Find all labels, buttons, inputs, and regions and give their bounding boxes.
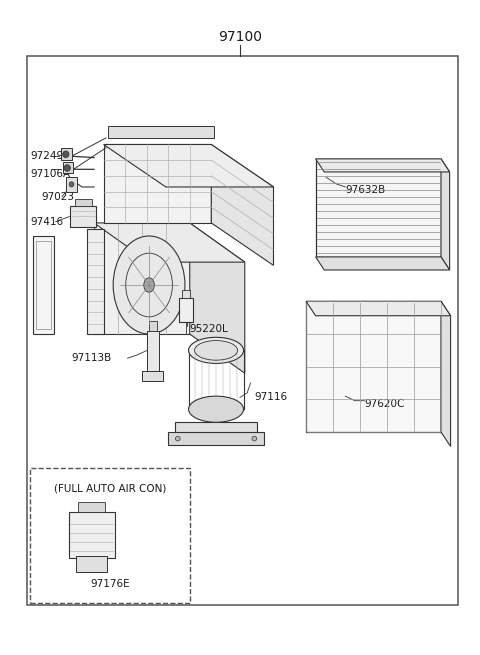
Text: 97416: 97416 bbox=[30, 217, 63, 227]
Polygon shape bbox=[211, 145, 274, 265]
Ellipse shape bbox=[175, 436, 180, 441]
Polygon shape bbox=[143, 371, 163, 381]
Bar bbox=[27, 56, 458, 605]
Polygon shape bbox=[61, 149, 72, 160]
Polygon shape bbox=[306, 301, 441, 432]
Ellipse shape bbox=[113, 236, 185, 334]
Ellipse shape bbox=[194, 341, 238, 360]
Polygon shape bbox=[147, 331, 158, 373]
Polygon shape bbox=[179, 298, 193, 322]
Text: 97116: 97116 bbox=[254, 392, 288, 402]
Ellipse shape bbox=[189, 396, 243, 422]
Ellipse shape bbox=[189, 337, 243, 364]
Polygon shape bbox=[33, 236, 54, 334]
Polygon shape bbox=[316, 257, 450, 270]
Text: 97249: 97249 bbox=[30, 151, 63, 161]
Polygon shape bbox=[306, 301, 451, 316]
Text: 97113B: 97113B bbox=[72, 353, 112, 364]
Text: (FULL AUTO AIR CON): (FULL AUTO AIR CON) bbox=[54, 484, 166, 494]
Polygon shape bbox=[94, 223, 190, 334]
Polygon shape bbox=[190, 223, 245, 373]
Ellipse shape bbox=[63, 151, 69, 158]
Text: 97100: 97100 bbox=[218, 29, 262, 44]
Bar bbox=[30, 468, 190, 603]
Polygon shape bbox=[87, 229, 104, 334]
Ellipse shape bbox=[64, 165, 71, 172]
Polygon shape bbox=[104, 145, 211, 223]
Ellipse shape bbox=[69, 181, 74, 187]
Text: 97632B: 97632B bbox=[345, 185, 385, 195]
Polygon shape bbox=[78, 502, 105, 512]
Polygon shape bbox=[108, 126, 214, 138]
Ellipse shape bbox=[252, 436, 257, 441]
Polygon shape bbox=[63, 162, 73, 174]
Polygon shape bbox=[70, 206, 96, 227]
Polygon shape bbox=[149, 321, 157, 331]
Text: 97620C: 97620C bbox=[364, 399, 405, 409]
Polygon shape bbox=[76, 556, 107, 572]
Ellipse shape bbox=[144, 278, 155, 292]
Polygon shape bbox=[69, 512, 115, 557]
Text: 97023: 97023 bbox=[41, 192, 74, 202]
Text: 97106A: 97106A bbox=[30, 169, 71, 179]
Polygon shape bbox=[175, 422, 257, 436]
Polygon shape bbox=[75, 199, 92, 206]
Polygon shape bbox=[66, 177, 77, 191]
Text: 97176E: 97176E bbox=[90, 579, 130, 589]
Text: 95220L: 95220L bbox=[190, 324, 228, 334]
Polygon shape bbox=[168, 432, 264, 445]
Polygon shape bbox=[94, 223, 245, 262]
Polygon shape bbox=[316, 159, 441, 257]
Polygon shape bbox=[104, 145, 274, 187]
Polygon shape bbox=[181, 290, 190, 298]
Polygon shape bbox=[441, 159, 450, 270]
Polygon shape bbox=[441, 301, 451, 447]
Polygon shape bbox=[316, 159, 450, 172]
